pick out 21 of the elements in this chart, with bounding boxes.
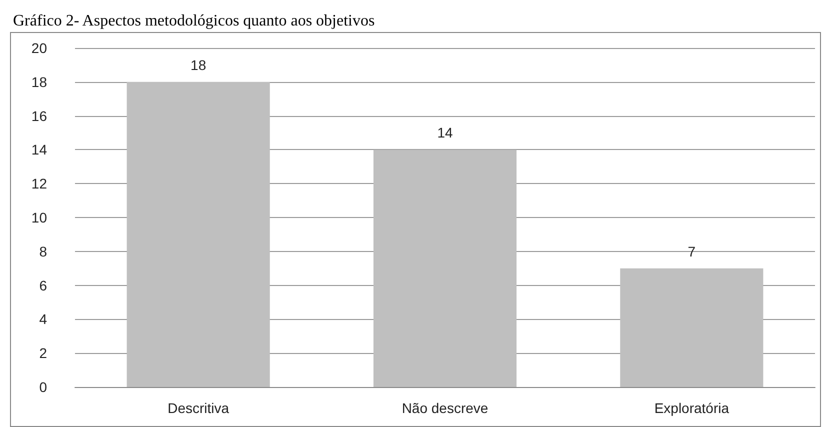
x-tick-label: Descritiva	[168, 400, 230, 416]
data-label: 14	[437, 124, 453, 141]
y-tick-label: 16	[31, 108, 48, 124]
bar	[126, 82, 270, 387]
y-tick-label: 20	[31, 40, 48, 56]
y-tick-label: 10	[31, 210, 48, 226]
data-label: 7	[688, 243, 696, 260]
y-tick-label: 14	[31, 142, 48, 158]
y-tick-label: 18	[31, 74, 48, 90]
x-tick-label: Exploratória	[654, 400, 730, 416]
y-tick-label: 2	[39, 345, 48, 362]
y-tick-label: 12	[31, 176, 48, 192]
y-tick-label: 6	[39, 277, 48, 294]
chart-title: Gráfico 2- Aspectos metodológicos quanto aos objetivos	[13, 12, 375, 30]
bar	[620, 268, 764, 387]
bar	[373, 150, 517, 387]
data-label: 18	[190, 56, 206, 73]
y-tick-label: 0	[39, 379, 48, 395]
x-tick-label: Não descreve	[402, 400, 488, 416]
y-tick-label: 8	[39, 243, 48, 260]
y-tick-label: 4	[39, 311, 48, 328]
